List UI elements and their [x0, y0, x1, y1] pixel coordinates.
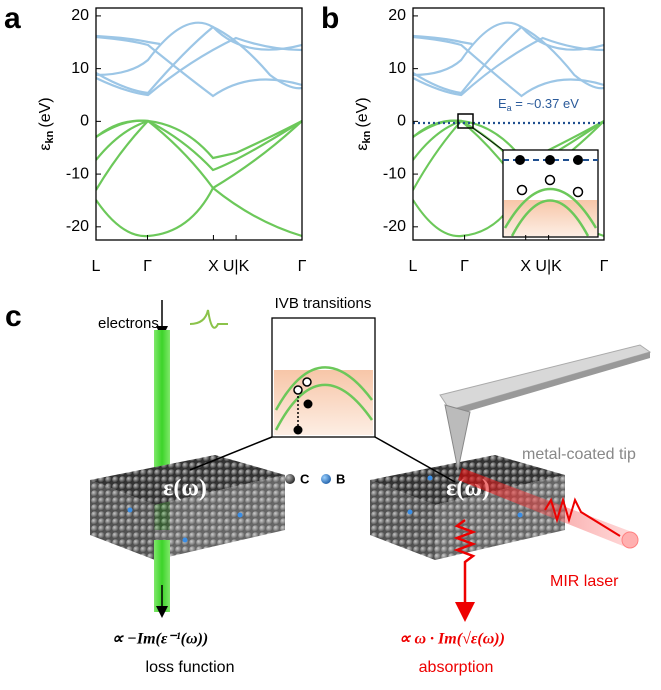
y-tick-label: -10: [66, 165, 89, 182]
formula: ∝ −Im(ε⁻¹(ω)): [112, 631, 208, 648]
x-tick-label: X: [520, 258, 531, 275]
afm-tip: [439, 344, 652, 471]
permittivity: ε(ω): [163, 476, 207, 502]
inset: [189, 317, 456, 483]
electron-beam: [154, 540, 170, 612]
y-axis-symbol: ε: [354, 143, 371, 150]
inset: [502, 149, 599, 238]
y-tick-label: 10: [388, 60, 406, 77]
legend-label: C: [300, 471, 310, 486]
x-tick-label: U|K: [535, 258, 562, 275]
legend-label: B: [336, 471, 345, 486]
plot-frame: [95, 7, 303, 241]
y-tick-label: 10: [71, 60, 89, 77]
y-tick-label: 0: [80, 113, 89, 130]
y-tick-label: -20: [66, 218, 89, 235]
beam-label: electrons: [98, 315, 159, 332]
gap-label: Ea = ~0.37 eV: [498, 96, 579, 113]
legend-marker: [285, 474, 295, 484]
tip-label: metal-coated tip: [522, 446, 636, 463]
x-tick-label: X: [208, 258, 219, 275]
y-axis-unit: (eV): [354, 97, 371, 127]
panel-label: a: [4, 2, 21, 35]
x-tick-label: Γ: [600, 258, 609, 275]
y-tick-label: 0: [397, 113, 406, 130]
y-tick-label: -10: [383, 165, 406, 182]
x-tick-label: Γ: [298, 258, 307, 275]
formula: ∝ ω · Im(√ε(ω)): [399, 631, 505, 648]
y-axis-label: εkn (eV): [354, 97, 373, 150]
zoom-box: [457, 113, 474, 129]
x-tick-label: U|K: [223, 258, 250, 275]
y-axis-symbol: ε: [37, 143, 54, 150]
y-axis-label: εkn (eV): [37, 97, 56, 150]
panel-label: b: [321, 2, 339, 35]
x-tick-label: L: [92, 258, 101, 275]
inset-title: IVB transitions: [275, 295, 372, 312]
caption: loss function: [146, 659, 235, 676]
y-axis-subscript: kn: [361, 130, 373, 143]
sample: [90, 455, 285, 560]
x-tick-label: Γ: [143, 258, 152, 275]
wave-packet: [189, 309, 228, 329]
laser-label: MIR laser: [550, 573, 619, 590]
y-tick-label: -20: [383, 218, 406, 235]
caption: absorption: [419, 659, 494, 676]
emission-arrow: [453, 519, 477, 622]
laser: [458, 468, 639, 549]
y-axis-subscript: kn: [44, 130, 56, 143]
x-tick-label: Γ: [460, 258, 469, 275]
y-tick-label: 20: [388, 7, 406, 24]
x-tick-label: L: [409, 258, 418, 275]
band-structure: [96, 21, 302, 238]
y-axis-unit: (eV): [37, 97, 54, 127]
y-tick-label: 20: [71, 7, 89, 24]
panel-label: c: [5, 300, 22, 333]
legend-marker: [321, 474, 331, 484]
zoom-line: [472, 127, 504, 151]
plot-frame: [412, 7, 605, 241]
